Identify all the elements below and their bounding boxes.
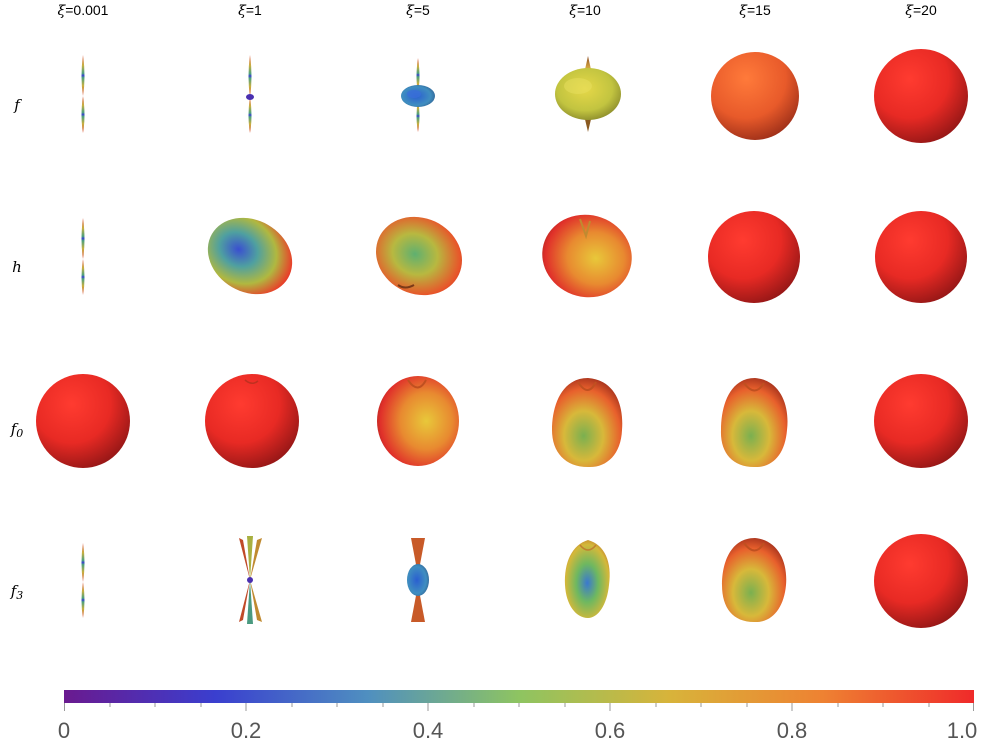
glyph-f-xi-10	[555, 56, 621, 132]
colorbar	[64, 690, 974, 703]
column-header-xi-20: ξ=20	[905, 2, 937, 19]
column-header-xi-0.001: ξ=0.001	[57, 2, 109, 19]
column-header-xi-1: ξ=1	[238, 2, 262, 19]
glyph-f-xi-15	[711, 52, 799, 140]
glyph-f-xi-1	[246, 55, 254, 133]
glyph-f0-xi-0.001	[36, 374, 130, 468]
glyph-f-xi-0.001	[81, 55, 85, 133]
glyph-f-xi-20	[874, 49, 968, 143]
glyph-h-xi-1	[207, 217, 293, 295]
glyph-f0-xi-1	[205, 374, 299, 468]
row-label-f0: f0	[10, 420, 24, 440]
column-header-xi-5: ξ=5	[406, 2, 430, 19]
glyph-grid	[36, 49, 968, 628]
column-header-xi-15: ξ=15	[739, 2, 771, 19]
colorbar-tick-label: 0	[57, 718, 71, 743]
glyph-f0-xi-15	[720, 378, 788, 468]
colorbar-tick-label: 1.0	[946, 718, 978, 743]
glyph-h-xi-15	[708, 211, 800, 303]
glyph-h-xi-20	[875, 211, 967, 303]
glyph-h-xi-10	[542, 214, 632, 298]
row-label-h: h	[12, 258, 22, 276]
colorbar-ticks	[64, 703, 974, 711]
row-label-f: f	[14, 96, 20, 114]
glyph-f0-xi-5	[377, 376, 459, 466]
glyph-h-xi-5	[376, 216, 462, 296]
glyph-f3-xi-1	[239, 536, 262, 624]
glyph-f3-xi-15	[722, 538, 787, 623]
colorbar-tick-label: 0.6	[594, 718, 626, 743]
glyph-h-xi-0.001	[81, 218, 85, 295]
glyph-f0-xi-20	[874, 374, 968, 468]
glyph-f3-xi-20	[874, 534, 968, 628]
glyph-f-xi-5	[401, 58, 435, 132]
glyph-f3-xi-0.001	[81, 543, 85, 618]
glyph-f3-xi-5	[407, 538, 429, 622]
colorbar-tick-label: 0.2	[230, 718, 262, 743]
colorbar-tick-label: 0.4	[412, 718, 444, 743]
colorbar-tick-label: 0.8	[776, 718, 808, 743]
glyph-f3-xi-10	[564, 540, 610, 618]
column-header-xi-10: ξ=10	[569, 2, 601, 19]
row-label-f3: f3	[10, 582, 24, 602]
glyph-f0-xi-10	[552, 378, 623, 468]
